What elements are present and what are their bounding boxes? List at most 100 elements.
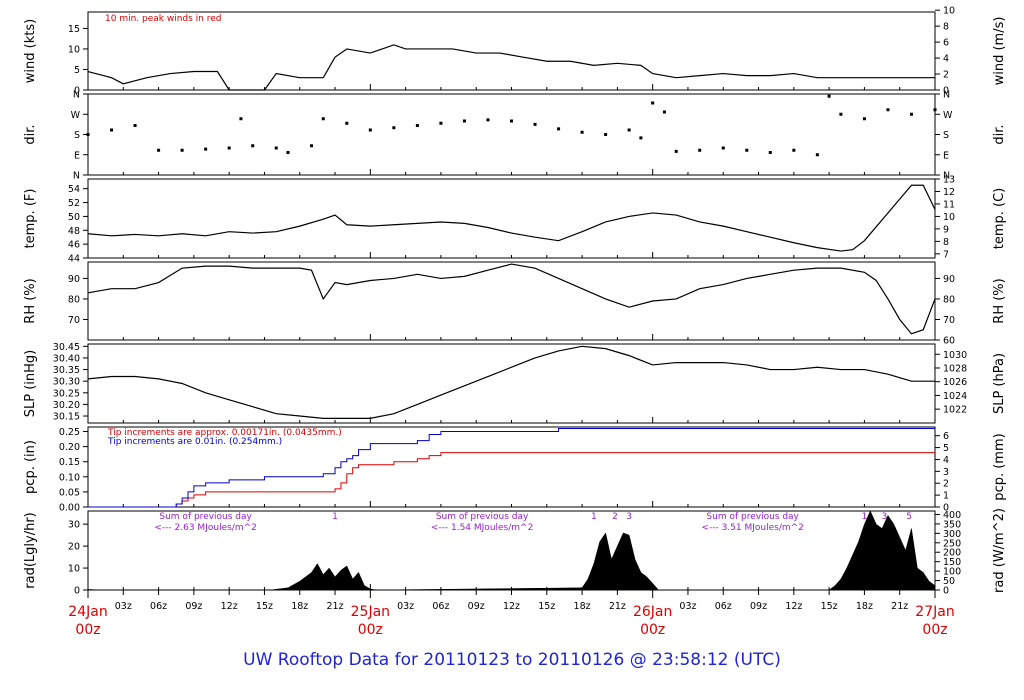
sum-label: Sum of previous day — [436, 512, 529, 522]
y-tick-label: 0.10 — [59, 472, 80, 483]
panel-frame — [87, 93, 936, 176]
x-tick-label: 12z — [221, 601, 238, 612]
chart-title: UW Rooftop Data for 20110123 to 20110126… — [243, 650, 781, 670]
peak-marker: 5 — [906, 512, 912, 522]
x-tick-label: 18z — [574, 601, 591, 612]
y-tick-label: S — [74, 130, 80, 141]
peak-marker: 3 — [626, 512, 632, 522]
y-tick-label-right: 4 — [943, 54, 949, 65]
y-tick-label: 80 — [68, 294, 80, 305]
x-tick-label: 15z — [821, 601, 838, 612]
y-tick-label-right: 7 — [943, 249, 949, 260]
data-point — [886, 108, 890, 112]
peak-marker: 1 — [332, 512, 338, 522]
panel-6: 0102030050100150200250300350400rad(Lgly/… — [23, 508, 1007, 596]
y-tick-label: 90 — [68, 274, 80, 285]
y-tick-label: 30.45 — [53, 342, 80, 353]
y-axis-label: dir. — [23, 124, 38, 144]
y-tick-label-right: 9 — [943, 224, 949, 235]
panel-3: 70 80 90 60 70 80 90 RH (%) RH (%) — [23, 261, 1007, 347]
series-line — [88, 452, 935, 508]
y-tick-label: 52 — [68, 198, 80, 209]
y-tick-label: W — [71, 110, 81, 121]
y-tick-label-right: 0 — [943, 503, 949, 514]
y-tick-label-right: W — [943, 110, 953, 121]
x-tick-label: 06z — [432, 601, 449, 612]
y-tick-label: 10 — [68, 44, 80, 55]
data-point — [86, 133, 90, 136]
data-point — [580, 130, 584, 134]
data-point — [180, 148, 184, 152]
data-point — [439, 121, 443, 125]
x-tick-label: 15z — [538, 601, 555, 612]
y-tick-label-right: 60 — [943, 336, 955, 347]
data-point — [368, 128, 372, 132]
data-point — [274, 146, 278, 150]
y-tick-label-right: 2 — [943, 70, 949, 81]
data-point — [486, 118, 490, 122]
y-tick-label-right: 1030 — [943, 350, 967, 361]
x-tick-label: 06z — [150, 601, 167, 612]
y-tick-label-right: 10 — [943, 6, 955, 17]
sum-value: <--- 3.51 MJoules/m^2 — [701, 523, 803, 533]
y-tick-label-right: N — [943, 90, 950, 101]
data-point — [415, 124, 419, 127]
y-tick-label-right: 1024 — [943, 391, 967, 402]
y-tick-label: N — [73, 90, 80, 101]
data-point — [792, 148, 796, 152]
data-point — [674, 149, 678, 153]
data-point — [933, 108, 937, 112]
x-tick-label: 18z — [856, 601, 873, 612]
y-tick-label-right: 1022 — [943, 405, 967, 416]
x-day-label: 25Jan — [351, 604, 390, 620]
series-line — [87, 345, 935, 419]
data-point — [533, 122, 537, 126]
y-tick-label-right: E — [943, 150, 949, 161]
y-axis-label-right: temp. (C) — [992, 188, 1007, 250]
y-axis-label: SLP (inHg) — [23, 350, 38, 418]
x-day-label: 24Jan — [68, 604, 107, 620]
y-tick-label-right: 300 — [943, 529, 961, 540]
sum-value: <--- 1.54 MJoules/m^2 — [431, 523, 533, 533]
y-tick-label-right: 10 — [943, 212, 955, 223]
y-tick-label-right: 50 — [943, 576, 955, 587]
y-tick-label: 0.00 — [59, 503, 80, 514]
x-day-time: 00z — [75, 622, 100, 638]
y-tick-label: 0.25 — [59, 427, 80, 438]
data-point — [462, 119, 466, 123]
y-tick-label: 0 — [74, 586, 80, 597]
x-tick-label: 06z — [715, 601, 732, 612]
y-tick-label: 0.20 — [59, 442, 80, 453]
y-tick-label-right: N — [943, 171, 950, 182]
data-point — [133, 124, 137, 127]
y-tick-label-right: 8 — [943, 22, 949, 33]
y-tick-label: N — [73, 171, 80, 182]
y-tick-label: 15 — [68, 24, 80, 35]
y-tick-label-right: 1028 — [943, 363, 967, 374]
x-tick-label: 09z — [185, 601, 202, 612]
panel-frame — [87, 261, 936, 341]
y-tick-label-right: 350 — [943, 519, 961, 530]
y-tick-label-right: 150 — [943, 557, 961, 568]
y-axis-label-right: wind (m/s) — [992, 17, 1007, 86]
peak-marker: 1 — [862, 512, 868, 522]
y-axis-label-right: RH (%) — [992, 278, 1007, 323]
y-axis-label-right: pcp. (mm) — [992, 433, 1007, 500]
y-tick-label-right: 8 — [943, 237, 949, 248]
y-tick-label: 0.15 — [59, 457, 80, 468]
y-tick-label: 5 — [74, 65, 80, 76]
x-tick-label: 15z — [256, 601, 273, 612]
x-tick-label: 21z — [891, 601, 908, 612]
y-tick-label-right: 80 — [943, 294, 955, 305]
x-tick-label: 21z — [327, 601, 344, 612]
data-point — [204, 147, 208, 151]
y-tick-label: 44 — [68, 254, 80, 265]
data-point — [286, 151, 290, 154]
data-point — [557, 127, 561, 131]
y-axis-label-right: rad (W/m^2) — [992, 508, 1007, 593]
y-tick-label-right: 4 — [943, 455, 949, 466]
x-day-time: 00z — [922, 622, 947, 638]
y-tick-label: 0.05 — [59, 487, 80, 498]
y-axis-label: temp. (F) — [23, 189, 38, 249]
